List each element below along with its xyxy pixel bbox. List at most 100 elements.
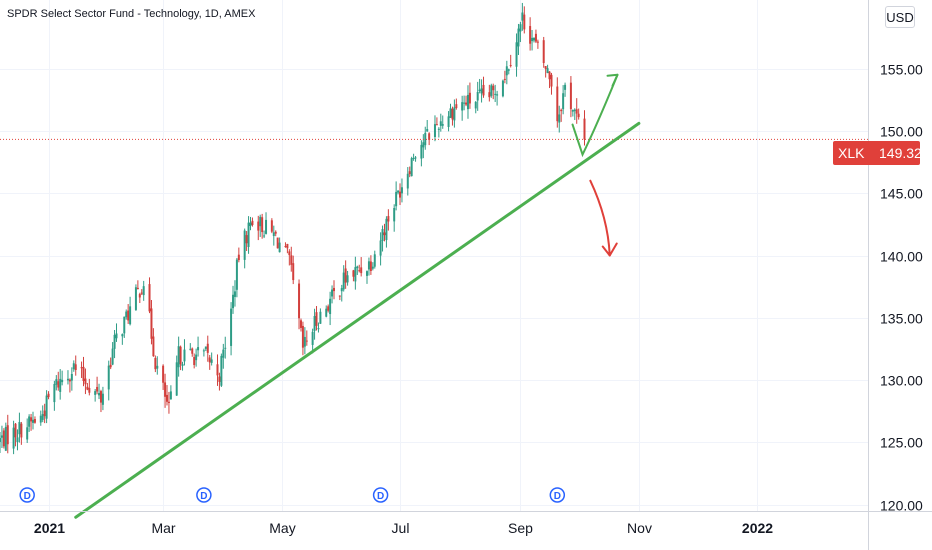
candle-body — [247, 222, 250, 248]
annotations — [0, 73, 868, 519]
candle — [358, 264, 361, 273]
candle — [507, 68, 510, 75]
time-tick-label: Jul — [392, 520, 410, 536]
time-tick-label: Mar — [151, 520, 175, 536]
candle — [66, 370, 69, 385]
candle — [181, 361, 184, 371]
price-axis[interactable]: 120.00 125.00 130.00 135.00 140.00 145.00 150.… — [880, 62, 923, 514]
candle-body — [515, 42, 518, 67]
candle-body — [109, 364, 112, 368]
candle — [560, 108, 563, 122]
candle-body — [564, 84, 567, 90]
candle — [387, 209, 390, 231]
candle-body — [536, 41, 539, 43]
arrow-up-icon[interactable] — [571, 73, 619, 158]
candle-body — [379, 240, 382, 256]
candle — [4, 422, 7, 452]
candle — [86, 382, 89, 391]
trendline[interactable] — [74, 121, 641, 519]
candle — [327, 304, 330, 313]
candle — [68, 378, 71, 393]
candle-body — [534, 33, 537, 42]
price-tick-label: 155.00 — [880, 62, 923, 78]
candle-body — [385, 218, 388, 241]
candle — [505, 60, 508, 85]
candle-body — [41, 414, 44, 420]
candle — [284, 242, 287, 248]
arrow-down-icon[interactable] — [589, 179, 618, 257]
candle-body — [45, 395, 48, 419]
candle-body — [270, 220, 273, 232]
candle — [420, 140, 423, 167]
candle — [6, 414, 9, 454]
time-axis[interactable]: 2021 Mar May Jul Sep Nov 2022 — [34, 520, 773, 536]
dividend-circle — [196, 487, 212, 503]
candle-body — [490, 85, 493, 96]
candle — [263, 230, 266, 239]
candle — [573, 108, 576, 121]
candle — [88, 378, 91, 396]
candle-body — [356, 266, 359, 269]
candle — [82, 356, 85, 387]
candle-body — [164, 382, 167, 397]
candle — [101, 386, 104, 411]
time-tick-label: 2022 — [742, 520, 773, 536]
candle-body — [169, 391, 172, 400]
dividend-icon[interactable]: D — [19, 487, 35, 503]
candle-body — [134, 287, 137, 310]
candle — [346, 270, 349, 286]
candle-body — [492, 85, 495, 91]
candle-body — [412, 158, 415, 160]
candle-body — [410, 158, 413, 177]
candle — [237, 247, 240, 263]
candle — [96, 376, 99, 395]
candle — [32, 411, 35, 430]
candle — [156, 356, 159, 375]
candle-body — [346, 275, 349, 283]
price-tick-label: 135.00 — [880, 311, 923, 327]
dividend-icon[interactable]: D — [196, 487, 212, 503]
candle — [45, 390, 48, 424]
candle-body — [360, 267, 363, 274]
candle — [125, 309, 128, 320]
candle-body — [61, 379, 64, 383]
candle — [509, 54, 512, 68]
dividend-icon[interactable]: D — [549, 487, 566, 503]
candle — [311, 328, 314, 354]
price-tick-label: 130.00 — [880, 373, 923, 389]
candle — [546, 64, 549, 74]
candle-body — [474, 101, 477, 109]
candle-body — [319, 311, 322, 324]
currency-selector[interactable]: USD — [885, 6, 915, 28]
candle-body — [82, 366, 85, 382]
candle-body — [272, 232, 275, 237]
candle-body — [556, 86, 559, 122]
dividend-label: D — [200, 491, 207, 502]
candle-body — [33, 419, 36, 423]
candle-body — [125, 311, 128, 318]
candle — [426, 120, 429, 132]
candle — [290, 246, 293, 272]
candle-body — [235, 259, 238, 290]
candle — [562, 85, 565, 115]
candle-body — [463, 102, 466, 104]
candle — [536, 39, 539, 49]
candle — [150, 300, 153, 345]
candle-body — [263, 235, 266, 237]
candle-body — [371, 266, 374, 269]
candle-body — [278, 242, 281, 253]
dividend-icon[interactable]: D — [372, 487, 389, 503]
candle-body — [26, 427, 29, 440]
candle-body — [68, 379, 71, 382]
candle — [533, 37, 536, 43]
candle — [385, 216, 388, 248]
candle — [496, 90, 499, 106]
candle — [356, 265, 359, 275]
candle-body — [148, 284, 151, 312]
candle-body — [286, 243, 289, 249]
candle — [72, 360, 75, 372]
candle — [2, 428, 5, 449]
